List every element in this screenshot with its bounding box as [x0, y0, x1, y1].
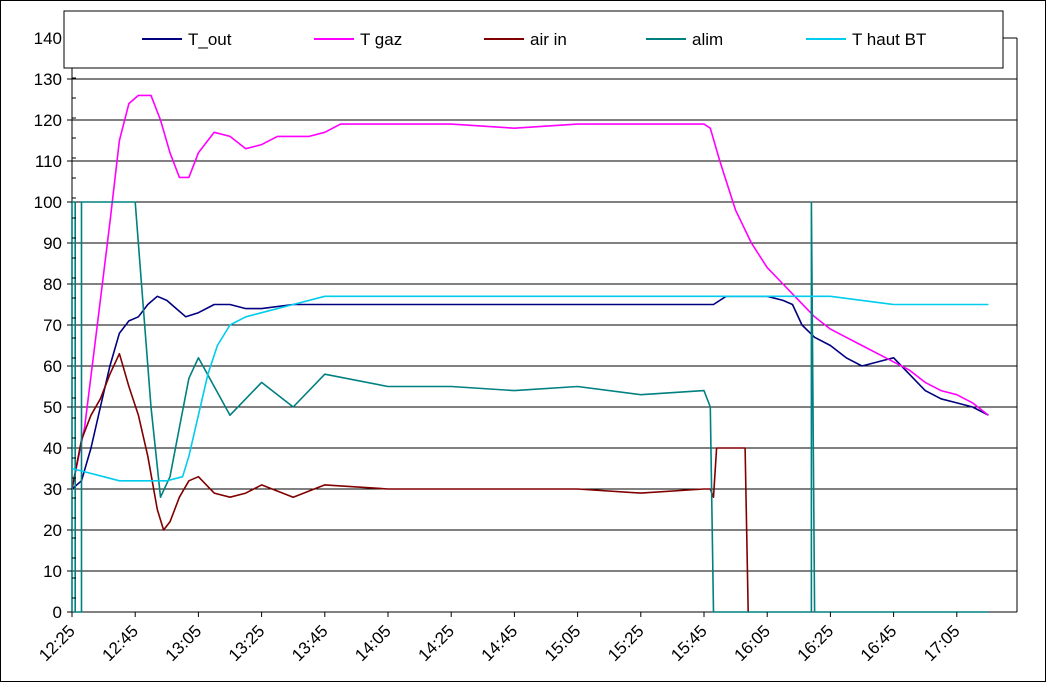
series-lines	[71, 94, 989, 613]
x-tick-label: 14:05	[351, 621, 395, 665]
x-tick-label: 16:25	[794, 621, 838, 665]
y-tick-label: 120	[34, 111, 62, 130]
y-tick-label: 40	[43, 439, 62, 458]
y-tick-label: 60	[43, 357, 62, 376]
y-tick-label: 0	[53, 603, 62, 622]
y-tick-label: 20	[43, 521, 62, 540]
y-tick-label: 80	[43, 275, 62, 294]
x-tick-label: 14:25	[415, 621, 459, 665]
x-tick-label: 16:45	[857, 621, 901, 665]
y-axis: 0 10 20 30 40 50 60 70 80 90 100 110 120 130 140	[34, 29, 76, 622]
y-tick-label: 110	[35, 152, 62, 171]
legend-label: T_out	[188, 30, 232, 49]
x-tick-label: 12:25	[35, 621, 79, 665]
series-line-air-in	[71, 352, 749, 613]
y-tick-label: 30	[43, 480, 62, 499]
x-axis: 12:25 12:45 13:05 13:25 13:45 14:05 14:25 14:45…	[35, 612, 964, 665]
y-tick-label: 100	[34, 193, 62, 212]
gridlines	[72, 37, 1017, 613]
series-line-alim	[71, 201, 989, 613]
x-tick-label: 15:05	[541, 621, 585, 665]
y-tick-label: 90	[43, 234, 62, 253]
series-line-t-haut-bt	[71, 295, 989, 482]
legend-label: alim	[692, 30, 723, 49]
x-tick-label: 13:45	[288, 621, 332, 665]
x-tick-label: 15:25	[604, 621, 648, 665]
y-tick-label: 140	[34, 29, 62, 48]
legend-label: air in	[530, 30, 567, 49]
legend-label: T gaz	[360, 30, 402, 49]
series-line-t-gaz	[71, 94, 989, 490]
y-tick-label: 10	[43, 562, 62, 581]
x-tick-label: 17:05	[920, 621, 964, 665]
legend-box	[63, 10, 1004, 69]
x-tick-label: 16:05	[731, 621, 775, 665]
x-tick-label: 14:45	[478, 621, 522, 665]
y-tick-label: 50	[43, 398, 62, 417]
series-line-t-out	[71, 295, 989, 490]
x-tick-label: 13:05	[162, 621, 206, 665]
y-tick-label: 70	[43, 316, 62, 335]
legend-label: T haut BT	[852, 30, 926, 49]
legend: T_out T gaz air in alim T haut BT	[63, 10, 1004, 69]
x-tick-label: 13:25	[225, 621, 269, 665]
y-tick-label: 130	[34, 70, 62, 89]
x-tick-label: 12:45	[99, 621, 143, 665]
x-tick-label: 15:45	[667, 621, 711, 665]
